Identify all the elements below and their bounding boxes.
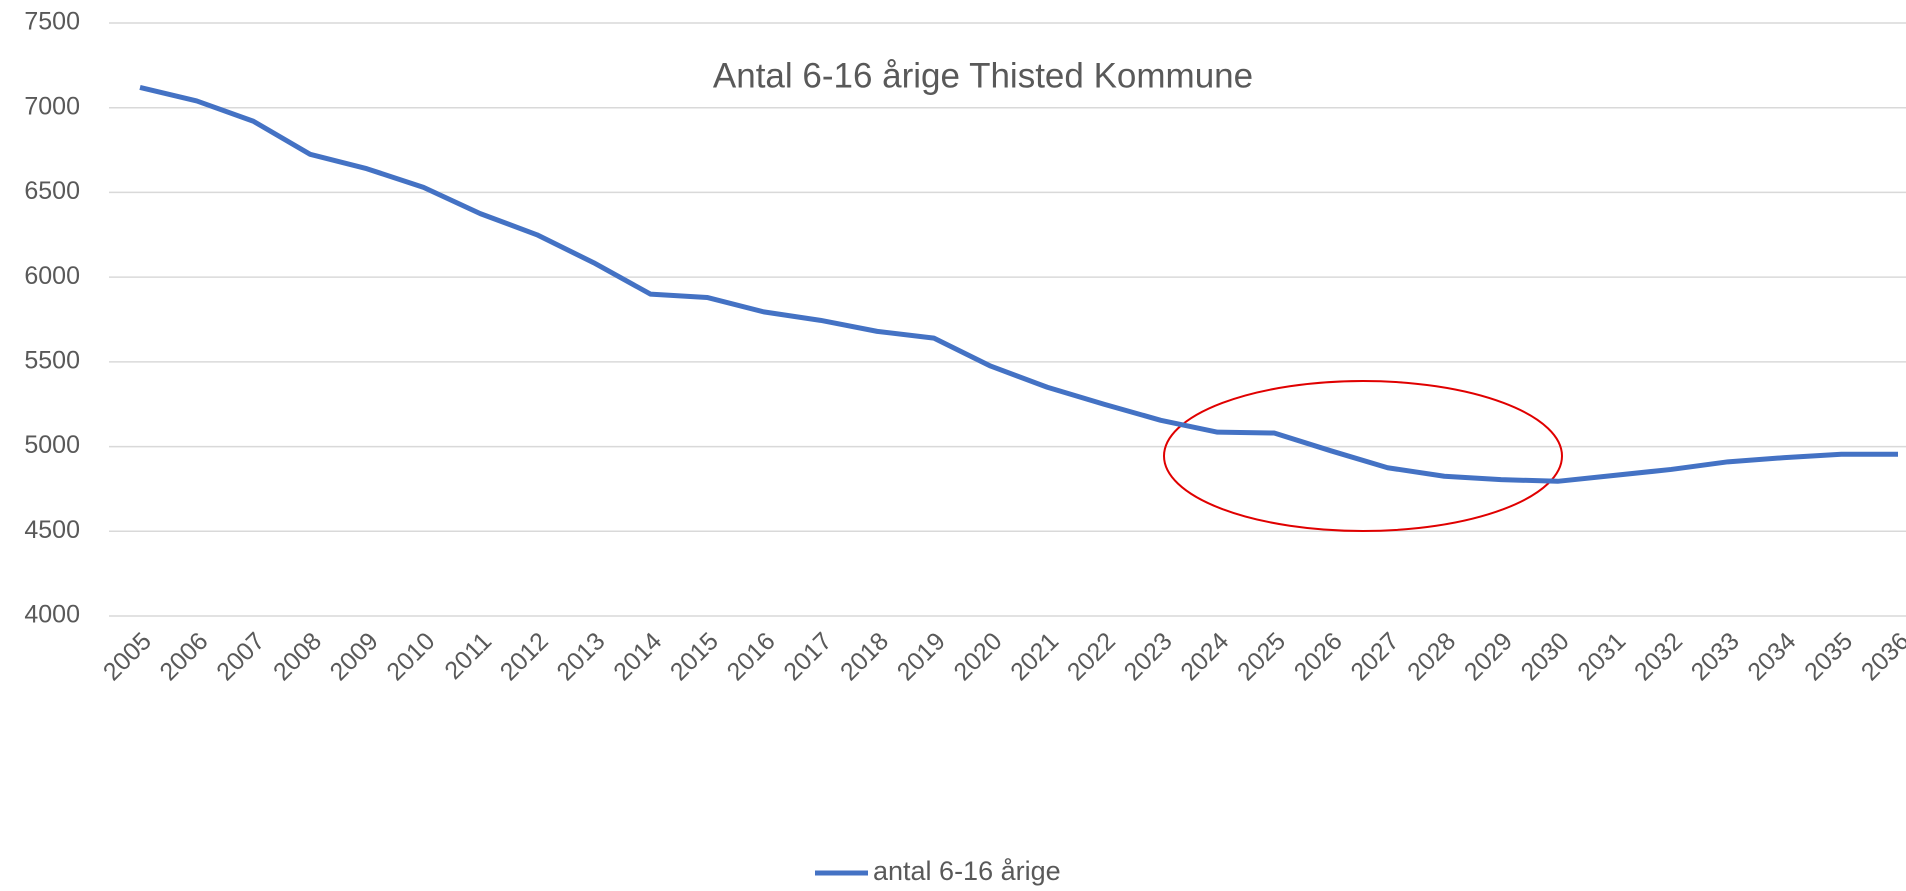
x-tick-label: 2026 xyxy=(1289,627,1348,686)
x-tick-label: 2017 xyxy=(778,627,837,686)
y-tick-label: 6000 xyxy=(24,262,80,290)
x-tick-label: 2027 xyxy=(1345,627,1404,686)
x-tick-label: 2033 xyxy=(1686,627,1745,686)
x-tick-label: 2009 xyxy=(325,627,384,686)
legend-label: antal 6-16 årige xyxy=(873,856,1061,886)
x-tick-label: 2032 xyxy=(1629,627,1688,686)
y-tick-label: 5500 xyxy=(24,346,80,374)
x-tick-label: 2007 xyxy=(211,627,270,686)
x-tick-label: 2021 xyxy=(1005,627,1064,686)
x-tick-label: 2029 xyxy=(1459,627,1518,686)
x-tick-label: 2015 xyxy=(665,627,724,686)
x-tick-label: 2023 xyxy=(1119,627,1178,686)
x-tick-label: 2014 xyxy=(608,627,667,686)
y-tick-label: 7000 xyxy=(24,92,80,120)
y-tick-label: 4500 xyxy=(24,516,80,544)
x-tick-label: 2036 xyxy=(1856,627,1906,686)
x-tick-label: 2030 xyxy=(1516,627,1575,686)
x-tick-label: 2012 xyxy=(495,627,554,686)
y-tick-label: 4000 xyxy=(24,601,80,629)
x-tick-label: 2018 xyxy=(835,627,894,686)
x-tick-label: 2016 xyxy=(722,627,781,686)
x-tick-label: 2025 xyxy=(1232,627,1291,686)
x-tick-label: 2013 xyxy=(551,627,610,686)
x-tick-label: 2031 xyxy=(1572,627,1631,686)
x-tick-label: 2008 xyxy=(268,627,327,686)
chart-title: Antal 6-16 årige Thisted Kommune xyxy=(713,56,1253,95)
x-tick-label: 2010 xyxy=(381,627,440,686)
x-tick-label: 2019 xyxy=(892,627,951,686)
x-tick-label: 2028 xyxy=(1402,627,1461,686)
x-tick-label: 2006 xyxy=(154,627,213,686)
x-tick-label: 2020 xyxy=(948,627,1007,686)
x-tick-label: 2005 xyxy=(98,627,157,686)
x-tick-label: 2034 xyxy=(1742,627,1801,686)
y-tick-label: 7500 xyxy=(24,8,80,36)
x-tick-label: 2024 xyxy=(1175,627,1234,686)
y-tick-label: 6500 xyxy=(24,177,80,205)
data-line xyxy=(139,84,1898,484)
x-tick-label: 2011 xyxy=(439,627,497,685)
x-tick-label: 2022 xyxy=(1062,627,1121,686)
highlight-ellipse xyxy=(1163,380,1563,532)
y-tick-label: 5000 xyxy=(24,431,80,459)
x-tick-label: 2035 xyxy=(1799,627,1858,686)
